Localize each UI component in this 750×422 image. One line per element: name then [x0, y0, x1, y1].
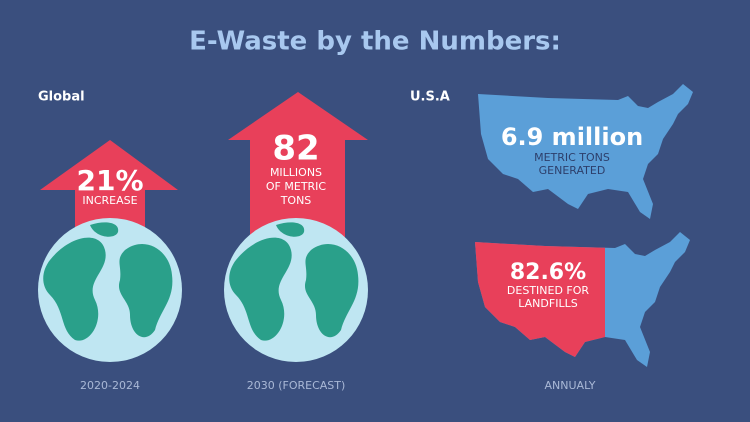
caption: METRIC TONS — [534, 151, 610, 164]
section-heading: U.S.A — [410, 90, 450, 105]
stat: 21% — [76, 164, 143, 197]
period: ANNUALY — [545, 379, 596, 392]
caption: MILLIONS — [270, 166, 322, 179]
caption: TONS — [280, 194, 312, 207]
globe — [224, 218, 368, 362]
globe — [38, 218, 182, 362]
title: E-Waste by the Numbers: — [189, 27, 561, 57]
stat: 82 — [272, 129, 319, 169]
section-heading: Global — [38, 90, 85, 105]
stat: 82.6% — [510, 260, 586, 285]
caption: OF METRIC — [266, 180, 327, 193]
arrow — [228, 92, 368, 250]
caption: LANDFILLS — [518, 297, 577, 310]
caption: DESTINED FOR — [507, 284, 589, 297]
caption: GENERATED — [539, 164, 606, 177]
caption: INCREASE — [82, 194, 137, 207]
period: 2030 (FORECAST) — [247, 379, 346, 392]
period: 2020-2024 — [80, 379, 140, 392]
stat: 6.9 million — [501, 123, 643, 151]
